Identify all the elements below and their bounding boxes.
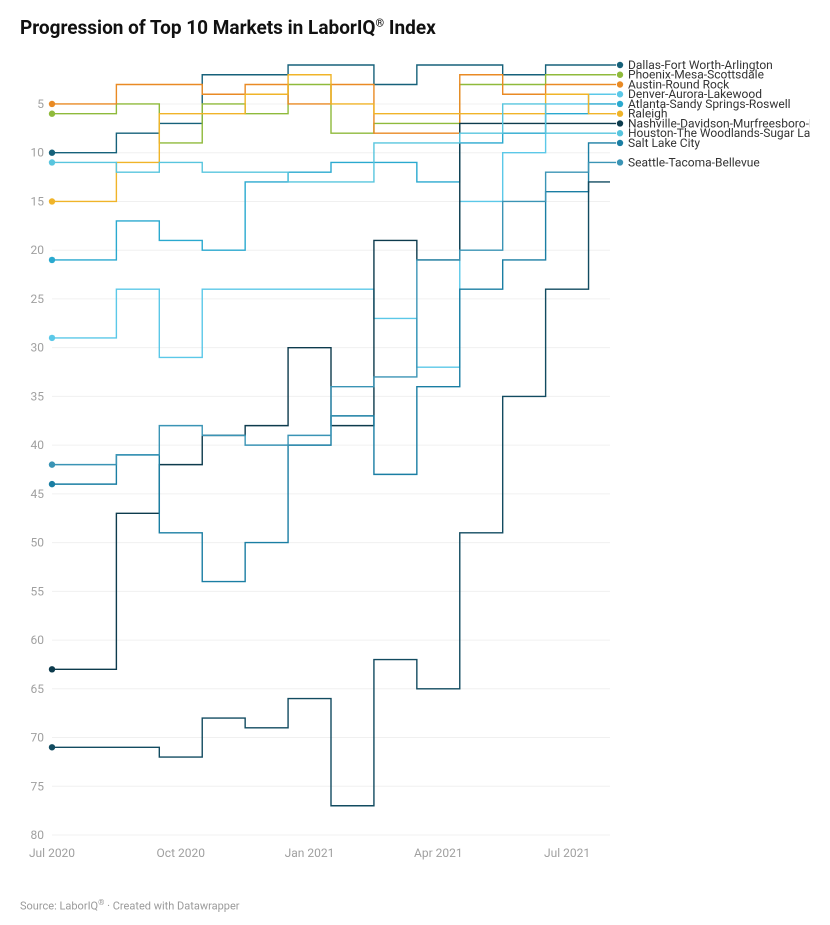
x-tick-label: Apr 2021 <box>414 846 463 860</box>
source-suffix: · Created with Datawrapper <box>104 900 239 913</box>
series: Seattle-Tacoma-Bellevue <box>49 155 760 467</box>
series-start-marker <box>49 150 55 156</box>
chart-svg: 5 10 15 20 25 30 35 40 45 50 55 60 65 70 75 80 Jul 2020 O… <box>20 45 810 875</box>
y-tick-label: 80 <box>31 828 45 842</box>
x-tick-label: Oct 2020 <box>157 846 206 860</box>
title-suffix: Index <box>384 16 436 39</box>
series-start-marker <box>49 335 55 341</box>
y-tick-label: 70 <box>31 731 45 745</box>
series-start-marker <box>49 744 55 750</box>
y-tick-label: 60 <box>31 633 45 647</box>
series-start-marker <box>49 481 55 487</box>
chart-area: 5 10 15 20 25 30 35 40 45 50 55 60 65 70 75 80 Jul 2020 O… <box>20 45 810 875</box>
series-start-marker <box>49 159 55 165</box>
series-end-marker <box>617 159 623 165</box>
source-prefix: Source: LaborIQ <box>20 900 98 913</box>
series-start-marker <box>49 101 55 107</box>
y-tick-label: 20 <box>31 243 45 257</box>
y-tick-label: 40 <box>31 438 45 452</box>
series-end-marker <box>617 130 623 136</box>
gridlines: 5 10 15 20 25 30 35 40 45 50 55 60 65 70 75 80 <box>31 97 611 842</box>
y-tick-label: 55 <box>31 584 45 598</box>
series-start-marker <box>49 666 55 672</box>
series-end-marker <box>617 101 623 107</box>
series-start-marker <box>49 111 55 117</box>
y-tick-label: 35 <box>31 389 45 403</box>
x-axis: Jul 2020 Oct 2020 Jan 2021 Apr 2021 Jul 2021 <box>29 846 590 860</box>
title-prefix: Progression of Top 10 Markets in LaborIQ <box>20 16 376 39</box>
source-line: Source: LaborIQ® · Created with Datawrap… <box>20 898 240 913</box>
series-start-marker <box>49 257 55 263</box>
series: Nashville-Davidson-Murfreesboro-Franklin <box>49 116 810 672</box>
series-line <box>52 94 610 367</box>
y-tick-label: 5 <box>37 97 44 111</box>
series-start-marker <box>49 461 55 467</box>
y-tick-label: 25 <box>31 292 45 306</box>
y-tick-label: 65 <box>31 682 45 696</box>
series-group: Dallas-Fort Worth-ArlingtonPhoenix-Mesa-… <box>49 58 810 806</box>
series-end-marker <box>617 72 623 78</box>
series-end-marker <box>617 120 623 126</box>
y-tick-label: 45 <box>31 487 45 501</box>
x-tick-label: Jul 2020 <box>29 846 75 860</box>
y-tick-label: 75 <box>31 779 45 793</box>
series-line <box>52 162 610 464</box>
x-tick-label: Jan 2021 <box>285 846 335 860</box>
x-tick-label: Jul 2021 <box>544 846 590 860</box>
series: Raleigh <box>49 75 668 205</box>
series-start-marker <box>49 198 55 204</box>
series-end-marker <box>617 62 623 68</box>
y-tick-label: 15 <box>31 194 45 208</box>
chart-container: Progression of Top 10 Markets in LaborIQ… <box>0 0 830 925</box>
series-label: Seattle-Tacoma-Bellevue <box>628 155 760 169</box>
series-end-marker <box>617 140 623 146</box>
series-end-marker <box>617 111 623 117</box>
series-end-marker <box>617 81 623 87</box>
y-tick-label: 30 <box>31 341 45 355</box>
y-tick-label: 10 <box>31 146 45 160</box>
chart-title: Progression of Top 10 Markets in LaborIQ… <box>20 16 810 39</box>
y-tick-label: 50 <box>31 536 45 550</box>
series-label: Salt Lake City <box>628 136 700 150</box>
series-end-marker <box>617 91 623 97</box>
registered-mark: ® <box>376 17 385 30</box>
